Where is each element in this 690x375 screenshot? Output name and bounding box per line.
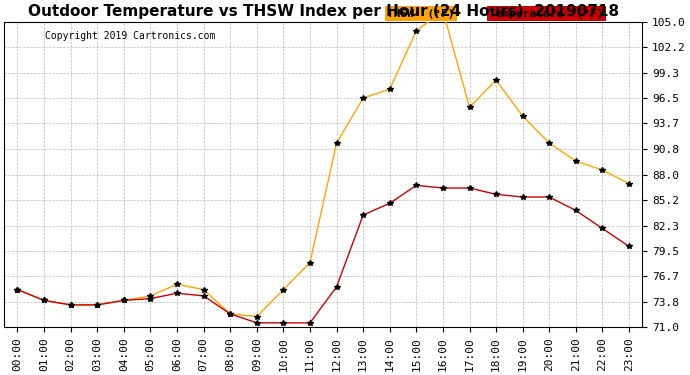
Text: Copyright 2019 Cartronics.com: Copyright 2019 Cartronics.com	[45, 32, 215, 41]
Text: Temperature  (°F): Temperature (°F)	[489, 9, 604, 19]
Title: Outdoor Temperature vs THSW Index per Hour (24 Hours)  20190718: Outdoor Temperature vs THSW Index per Ho…	[28, 4, 619, 19]
Text: THSW  (°F): THSW (°F)	[387, 9, 455, 19]
